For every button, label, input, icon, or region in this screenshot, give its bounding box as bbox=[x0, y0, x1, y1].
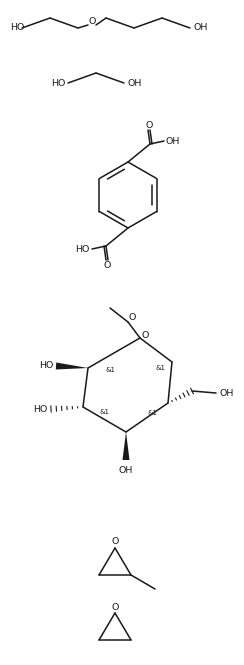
Text: O: O bbox=[111, 537, 119, 547]
Text: &1: &1 bbox=[155, 365, 165, 371]
Text: &1: &1 bbox=[105, 367, 115, 373]
Text: O: O bbox=[145, 120, 153, 130]
Text: HO: HO bbox=[39, 362, 53, 370]
Text: O: O bbox=[111, 602, 119, 612]
Text: &1: &1 bbox=[99, 409, 109, 415]
Text: O: O bbox=[103, 261, 111, 269]
Text: O: O bbox=[88, 17, 96, 25]
Text: &1: &1 bbox=[147, 410, 157, 416]
Text: OH: OH bbox=[127, 78, 141, 88]
Text: OH: OH bbox=[119, 466, 133, 475]
Text: HO: HO bbox=[51, 78, 65, 88]
Text: O: O bbox=[141, 331, 149, 340]
Text: OH: OH bbox=[166, 136, 180, 146]
Text: OH: OH bbox=[193, 23, 207, 33]
Text: HO: HO bbox=[34, 404, 48, 414]
Text: O: O bbox=[128, 313, 136, 323]
Text: OH: OH bbox=[219, 388, 233, 398]
Polygon shape bbox=[56, 362, 88, 370]
Text: HO: HO bbox=[76, 245, 90, 253]
Polygon shape bbox=[122, 432, 130, 460]
Text: HO: HO bbox=[10, 23, 24, 33]
